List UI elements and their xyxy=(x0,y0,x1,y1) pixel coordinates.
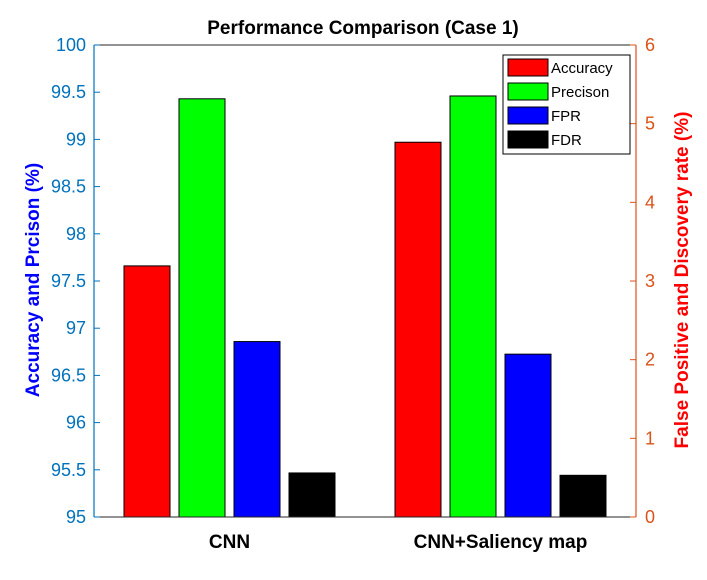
y-right-tick-label: 1 xyxy=(645,428,655,448)
x-tick-label: CNN+Saliency map xyxy=(414,532,588,553)
y-right-tick-label: 5 xyxy=(645,114,655,134)
legend-swatch-accuracy xyxy=(507,58,549,77)
bar-fpr-cnn-saliency-map xyxy=(504,353,552,518)
bar-fdr-cnn xyxy=(288,472,336,518)
legend-label-fdr: FDR xyxy=(551,132,582,149)
y-axis-right-label: False Positive and Discovery rate (%) xyxy=(672,112,693,449)
y-left-tick-label: 98.5 xyxy=(51,177,86,197)
y-axis-left-label: Accuracy and Prcison (%) xyxy=(23,163,44,397)
y-left-tick-label: 99.5 xyxy=(51,82,86,102)
legend-label-precison: Precison xyxy=(551,84,609,101)
y-right-tick-label: 4 xyxy=(645,192,655,212)
y-right-tick-label: 0 xyxy=(645,507,655,527)
y-right-tick-label: 3 xyxy=(645,271,655,291)
y-right-tick-label: 6 xyxy=(645,35,655,55)
bar-fdr-cnn-saliency-map xyxy=(559,474,607,518)
y-left-tick-label: 99 xyxy=(66,129,86,149)
legend-swatch-precison xyxy=(507,82,549,101)
x-tick-label: CNN xyxy=(209,532,250,553)
legend-swatch-fpr xyxy=(507,106,549,125)
legend-label-accuracy: Accuracy xyxy=(551,60,613,77)
bar-fpr-cnn xyxy=(233,341,281,518)
y-left-tick-label: 97 xyxy=(66,318,86,338)
bar-precison-cnn-saliency-map xyxy=(449,95,497,518)
y-left-tick-label: 95.5 xyxy=(51,460,86,480)
bar-precison-cnn xyxy=(178,98,226,518)
y-left-tick-label: 96 xyxy=(66,413,86,433)
y-right-tick-label: 2 xyxy=(645,350,655,370)
legend-label-fpr: FPR xyxy=(551,108,581,125)
y-left-tick-label: 100 xyxy=(56,35,86,55)
legend: Accuracy Precison FPR FDR xyxy=(502,54,631,155)
bar-accuracy-cnn-saliency-map xyxy=(394,141,442,518)
y-left-tick-label: 98 xyxy=(66,224,86,244)
bars-layer xyxy=(123,95,607,518)
y-left-tick-label: 95 xyxy=(66,507,86,527)
legend-swatch-fdr xyxy=(507,130,549,149)
axes-layer: CNN CNN+Saliency map 95 95.5 96 96.5 97 97.5 98 9… xyxy=(51,35,655,553)
y-left-tick-label: 97.5 xyxy=(51,271,86,291)
chart-title: Performance Comparison (Case 1) xyxy=(207,18,519,39)
y-left-tick-label: 96.5 xyxy=(51,365,86,385)
bar-accuracy-cnn xyxy=(123,265,171,518)
